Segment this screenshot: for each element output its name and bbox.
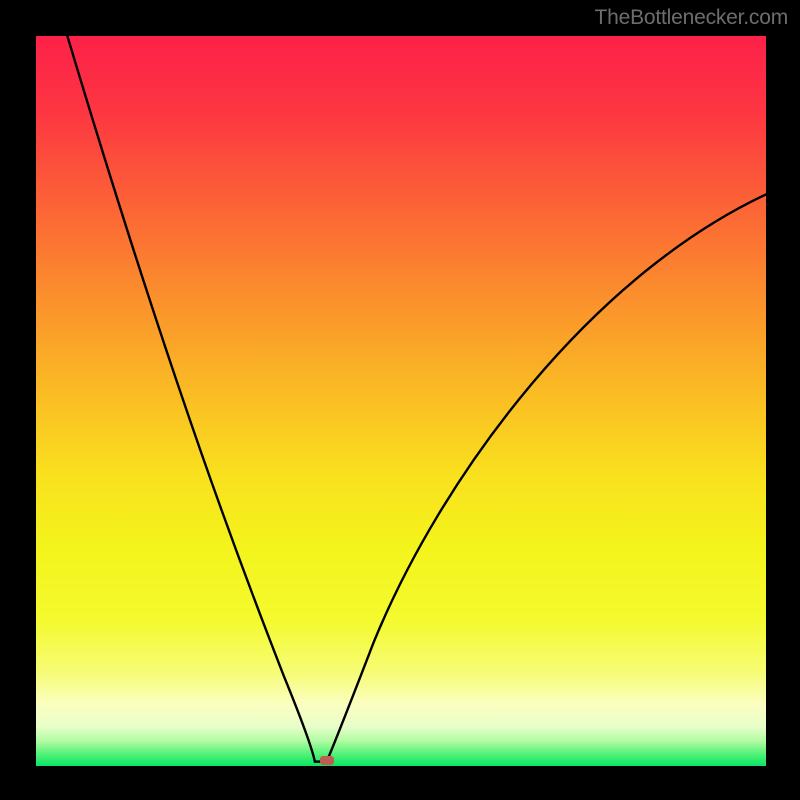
chart-container: TheBottlenecker.com [0,0,800,800]
watermark-text: TheBottlenecker.com [595,6,788,30]
bottleneck-chart [36,36,766,766]
optimal-point-marker [320,756,334,765]
gradient-background [36,36,766,766]
